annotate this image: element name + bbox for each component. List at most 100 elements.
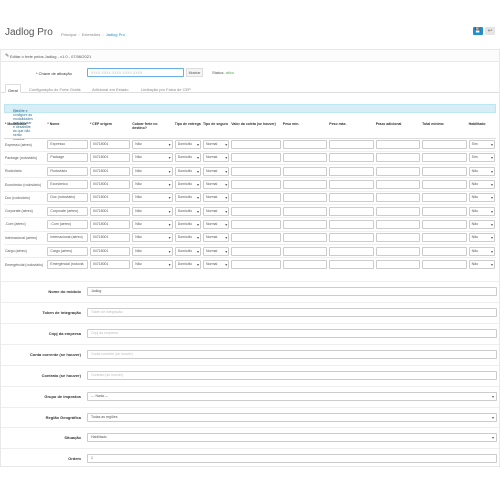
- name-input[interactable]: Expresso: [47, 140, 88, 150]
- insurance-type-select[interactable]: Normal: [202, 206, 230, 216]
- name-input[interactable]: Rodoviário: [47, 166, 88, 176]
- insurance-type-select[interactable]: Normal: [202, 140, 230, 150]
- min-total-input[interactable]: [422, 233, 467, 243]
- extra-days-input[interactable]: [375, 219, 421, 229]
- extra-days-input[interactable]: [375, 153, 421, 163]
- back-button[interactable]: ↩: [485, 27, 495, 35]
- max-weight-input[interactable]: [329, 180, 374, 190]
- name-input[interactable]: Internacional (aéreo): [47, 233, 88, 243]
- form-input[interactable]: Cnpj da empresa: [87, 329, 497, 338]
- form-input[interactable]: Contrato (se houver): [87, 371, 497, 380]
- breadcrumb-item-home[interactable]: Principal: [61, 32, 77, 37]
- charge-destination-select[interactable]: Não: [132, 233, 173, 243]
- min-total-input[interactable]: [422, 140, 467, 150]
- charge-destination-select[interactable]: Não: [132, 246, 173, 256]
- cep-origin-input[interactable]: 04718001: [89, 153, 131, 163]
- min-weight-input[interactable]: [282, 260, 328, 270]
- tab-geral[interactable]: Geral: [5, 84, 21, 93]
- extra-days-input[interactable]: [375, 166, 421, 176]
- max-weight-input[interactable]: [329, 153, 374, 163]
- delivery-type-select[interactable]: Domicílio: [174, 206, 201, 216]
- name-input[interactable]: Doc (rodoviário): [47, 193, 88, 203]
- min-weight-input[interactable]: [282, 206, 328, 216]
- form-input[interactable]: Conta corrente (se houver): [87, 350, 497, 359]
- enabled-select[interactable]: Não: [468, 246, 495, 256]
- min-weight-input[interactable]: [282, 153, 328, 163]
- min-total-input[interactable]: [422, 219, 467, 229]
- extra-days-input[interactable]: [375, 140, 421, 150]
- name-input[interactable]: .Com (aéreo): [47, 219, 88, 229]
- name-input[interactable]: Package: [47, 153, 88, 163]
- extra-days-input[interactable]: [375, 193, 421, 203]
- name-input[interactable]: Cargo (aéreo): [47, 246, 88, 256]
- cep-origin-input[interactable]: 04718001: [89, 206, 131, 216]
- pickup-value-input[interactable]: [231, 206, 281, 216]
- pickup-value-input[interactable]: [231, 140, 281, 150]
- enabled-select[interactable]: Não: [468, 180, 495, 190]
- save-button[interactable]: 💾: [473, 27, 483, 35]
- breadcrumb-item-extensions[interactable]: Extensões: [81, 32, 101, 37]
- enabled-select[interactable]: Não: [468, 219, 495, 229]
- delivery-type-select[interactable]: Domicílio: [174, 180, 201, 190]
- enabled-select[interactable]: Sim: [468, 140, 495, 150]
- min-weight-input[interactable]: [282, 193, 328, 203]
- insurance-type-select[interactable]: Normal: [202, 246, 230, 256]
- min-total-input[interactable]: [422, 180, 467, 190]
- min-weight-input[interactable]: [282, 233, 328, 243]
- min-total-input[interactable]: [422, 246, 467, 256]
- charge-destination-select[interactable]: Não: [132, 180, 173, 190]
- min-weight-input[interactable]: [282, 246, 328, 256]
- insurance-type-select[interactable]: Normal: [202, 233, 230, 243]
- extra-days-input[interactable]: [375, 260, 421, 270]
- activation-key-input[interactable]: XXXX-XXXX-XXXX-XXXX-XXXX: [87, 68, 184, 77]
- max-weight-input[interactable]: [329, 206, 374, 216]
- cep-origin-input[interactable]: 04718001: [89, 233, 131, 243]
- max-weight-input[interactable]: [329, 166, 374, 176]
- insurance-type-select[interactable]: Normal: [202, 180, 230, 190]
- insurance-type-select[interactable]: Normal: [202, 219, 230, 229]
- extra-days-input[interactable]: [375, 180, 421, 190]
- cep-origin-input[interactable]: 04718001: [89, 180, 131, 190]
- delivery-type-select[interactable]: Domicílio: [174, 166, 201, 176]
- min-total-input[interactable]: [422, 206, 467, 216]
- enabled-select[interactable]: Não: [468, 260, 495, 270]
- form-select[interactable]: --- Nada ---: [87, 392, 497, 401]
- insurance-type-select[interactable]: Normal: [202, 260, 230, 270]
- max-weight-input[interactable]: [329, 246, 374, 256]
- enabled-select[interactable]: Não: [468, 166, 495, 176]
- breadcrumb-item-current[interactable]: Jadlog Pro: [105, 32, 125, 37]
- max-weight-input[interactable]: [329, 260, 374, 270]
- enabled-select[interactable]: Não: [468, 193, 495, 203]
- form-input[interactable]: Jadlog: [87, 287, 497, 296]
- pickup-value-input[interactable]: [231, 260, 281, 270]
- charge-destination-select[interactable]: Não: [132, 140, 173, 150]
- cep-origin-input[interactable]: 04718001: [89, 140, 131, 150]
- extra-days-input[interactable]: [375, 233, 421, 243]
- pickup-value-input[interactable]: [231, 233, 281, 243]
- pickup-value-input[interactable]: [231, 193, 281, 203]
- tab-limitacao-cep[interactable]: Limitação por Faixa de CEP: [141, 87, 191, 92]
- pickup-value-input[interactable]: [231, 153, 281, 163]
- max-weight-input[interactable]: [329, 219, 374, 229]
- name-input[interactable]: Econômico: [47, 180, 88, 190]
- enabled-select[interactable]: Sim: [468, 153, 495, 163]
- tab-frete-gratis[interactable]: Configuração do Frete Grátis: [29, 87, 81, 92]
- delivery-type-select[interactable]: Domicílio: [174, 153, 201, 163]
- delivery-type-select[interactable]: Domicílio: [174, 246, 201, 256]
- pickup-value-input[interactable]: [231, 246, 281, 256]
- form-input[interactable]: Token de integração: [87, 308, 497, 317]
- delivery-type-select[interactable]: Domicílio: [174, 260, 201, 270]
- pickup-value-input[interactable]: [231, 166, 281, 176]
- delivery-type-select[interactable]: Domicílio: [174, 233, 201, 243]
- charge-destination-select[interactable]: Não: [132, 153, 173, 163]
- delivery-type-select[interactable]: Domicílio: [174, 219, 201, 229]
- cep-origin-input[interactable]: 04718001: [89, 260, 131, 270]
- insurance-type-select[interactable]: Normal: [202, 193, 230, 203]
- min-weight-input[interactable]: [282, 166, 328, 176]
- min-total-input[interactable]: [422, 260, 467, 270]
- charge-destination-select[interactable]: Não: [132, 206, 173, 216]
- name-input[interactable]: Corporate (aéreo): [47, 206, 88, 216]
- pickup-value-input[interactable]: [231, 219, 281, 229]
- form-input[interactable]: 1: [87, 454, 497, 463]
- min-total-input[interactable]: [422, 153, 467, 163]
